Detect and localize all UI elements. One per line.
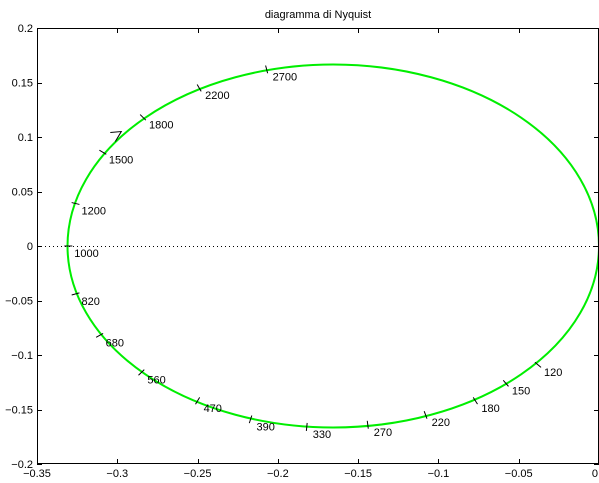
frequency-marker <box>71 202 80 205</box>
frequency-marker <box>472 397 478 405</box>
frequency-marker <box>99 149 107 155</box>
x-tick-label: −0.25 <box>184 468 212 480</box>
frequency-label: 1800 <box>149 119 173 131</box>
x-tick-label: −0.35 <box>23 468 51 480</box>
frequency-label: 150 <box>512 385 530 397</box>
frequency-label: 120 <box>544 367 562 379</box>
x-tick-label: −0.2 <box>267 468 289 480</box>
frequency-marker <box>423 411 428 419</box>
frequency-marker <box>248 415 253 424</box>
frequency-label: 390 <box>257 421 275 433</box>
frequency-label: 470 <box>204 403 222 415</box>
frequency-marker <box>71 292 80 296</box>
y-tick-label: 0.2 <box>18 23 33 35</box>
frequency-label: 1500 <box>109 154 133 166</box>
frequency-label: 180 <box>481 403 499 415</box>
frequency-label: 2700 <box>273 71 297 83</box>
y-tick-label: −0.2 <box>11 459 33 471</box>
chart-title: diagramma di Nyquist <box>265 9 371 21</box>
frequency-marker <box>196 84 202 92</box>
y-tick-label: 0.05 <box>12 187 33 199</box>
frequency-marker <box>265 65 269 74</box>
frequency-marker <box>502 379 509 387</box>
y-tick-label: −0.15 <box>5 405 33 417</box>
frequency-label: 270 <box>374 427 392 439</box>
frequency-label: 680 <box>106 337 124 349</box>
frequency-marker <box>138 369 145 376</box>
frequency-label: 1200 <box>82 205 106 217</box>
frequency-label: 1000 <box>74 248 98 260</box>
frequency-marker <box>195 397 201 405</box>
frequency-marker <box>139 114 147 121</box>
y-tick-label: 0.1 <box>18 132 33 144</box>
y-tick-label: −0.05 <box>5 296 33 308</box>
labels-layer: −0.35 −0.3 −0.25 −0.2 −0.15 −0.1 −0.05 0 −0.2 −0.… <box>5 23 598 480</box>
frequency-marker <box>95 332 104 338</box>
frequency-marker <box>534 361 542 368</box>
x-tick-label: −0.15 <box>344 468 372 480</box>
frequency-label: 220 <box>432 417 450 429</box>
y-tick-label: −0.1 <box>11 350 33 362</box>
frequency-marker <box>305 422 308 431</box>
frequency-label: 560 <box>147 374 165 386</box>
x-tick-label: −0.1 <box>428 468 450 480</box>
y-tick-label: 0.15 <box>12 78 33 90</box>
x-tick-label: −0.05 <box>505 468 533 480</box>
plot-layer <box>37 63 599 431</box>
frequency-marker <box>366 420 369 429</box>
frequency-label: 2200 <box>205 90 229 102</box>
frequency-label: 820 <box>82 296 100 308</box>
x-tick-label: 0 <box>592 468 598 480</box>
y-tick-label: 0 <box>27 241 33 253</box>
frequency-label: 330 <box>313 429 331 441</box>
x-tick-label: −0.3 <box>106 468 128 480</box>
direction-arrow <box>110 130 123 142</box>
